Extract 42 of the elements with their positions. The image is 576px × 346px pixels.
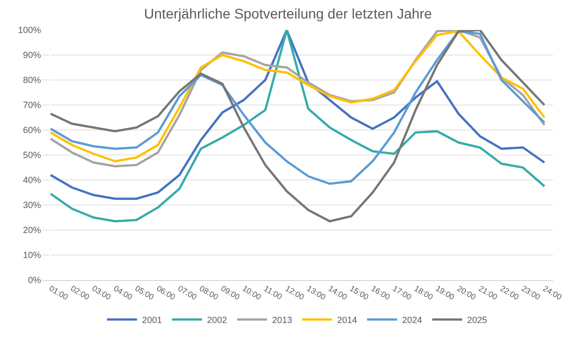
x-tick-label: 18:00: [412, 284, 435, 302]
y-tick-label: 100%: [18, 25, 41, 36]
x-tick-label: 24:00: [541, 284, 564, 302]
x-tick-label: 14:00: [326, 284, 350, 302]
x-tick-label: 15:00: [348, 284, 370, 302]
x-tick-label: 05:00: [133, 284, 156, 302]
legend-label: 2001: [142, 315, 162, 326]
legend-label: 2013: [272, 315, 292, 326]
y-tick-label: 50%: [22, 150, 41, 160]
x-tick-label: 07:00: [176, 284, 199, 302]
y-tick-label: 20%: [22, 225, 41, 236]
legend-label: 2014: [337, 315, 358, 326]
x-tick-label: 23:00: [520, 284, 542, 302]
x-tick-label: 08:00: [198, 284, 220, 302]
y-tick-label: 90%: [22, 50, 41, 60]
x-tick-label: 20:00: [456, 284, 478, 302]
x-tick-label: 03:00: [90, 284, 113, 302]
y-tick-label: 30%: [22, 200, 41, 210]
legend-label: 2025: [467, 315, 488, 326]
y-tick-label: 80%: [22, 75, 41, 86]
y-tick-label: 60%: [22, 125, 41, 136]
x-tick-label: 12:00: [284, 284, 306, 302]
x-tick-label: 01:00: [48, 284, 70, 302]
legend-label: 2002: [207, 315, 228, 326]
x-tick-label: 21:00: [477, 284, 500, 302]
x-tick-label: 06:00: [154, 284, 178, 302]
x-tick-label: 10:00: [240, 284, 264, 302]
x-tick-label: 13:00: [305, 284, 328, 302]
x-tick-label: 09:00: [219, 284, 242, 302]
x-tick-label: 04:00: [112, 284, 134, 302]
chart-title: Unterjährliche Spotverteilung der letzten Jahre: [144, 5, 432, 22]
y-tick-label: 40%: [22, 175, 41, 186]
y-tick-label: 0%: [28, 275, 41, 286]
x-tick-label: 22:00: [498, 284, 521, 302]
x-tick-label: 11:00: [262, 284, 284, 302]
x-tick-label: 02:00: [69, 284, 92, 302]
x-tick-label: 17:00: [391, 284, 414, 302]
y-tick-label: 10%: [22, 250, 41, 260]
x-tick-label: 16:00: [370, 284, 392, 302]
x-tick-label: 19:00: [434, 284, 456, 302]
legend-label: 2024: [402, 315, 422, 326]
y-tick-label: 70%: [22, 100, 41, 110]
